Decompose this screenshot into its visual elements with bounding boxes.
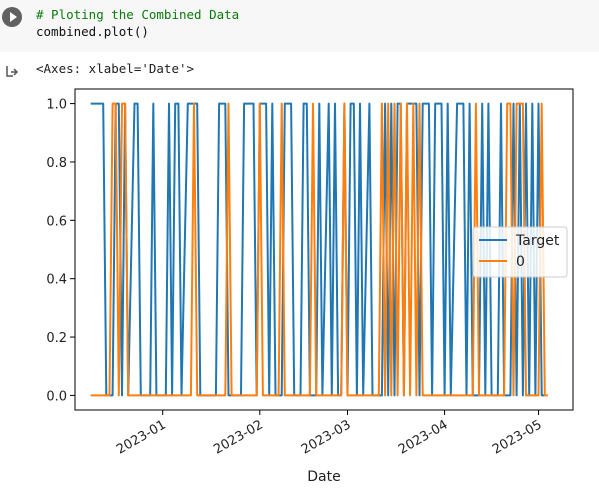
y-tick-label: 1.0 — [46, 98, 67, 113]
legend-label: 0 — [516, 254, 525, 270]
y-tick-label: 0.0 — [46, 389, 67, 404]
y-tick-label: 0.4 — [46, 273, 67, 288]
x-axis-title: Date — [307, 469, 340, 485]
legend-label: Target — [515, 233, 560, 249]
x-axis: 2023-01 2023-02 2023-03 2023-04 2023-05 — [114, 410, 544, 458]
y-tick-label: 0.6 — [46, 214, 67, 229]
x-tick-label: 2023-05 — [490, 417, 545, 457]
y-axis: 0.0 0.2 0.4 0.6 0.8 1.0 — [46, 98, 75, 405]
x-tick-label: 2023-04 — [396, 417, 451, 457]
x-tick-label: 2023-01 — [114, 417, 169, 457]
y-tick-label: 0.8 — [46, 156, 67, 171]
x-tick-label: 2023-03 — [299, 417, 354, 457]
legend: Target 0 — [473, 227, 567, 277]
y-tick-label: 0.2 — [46, 331, 67, 346]
x-tick-label: 2023-02 — [211, 417, 266, 457]
